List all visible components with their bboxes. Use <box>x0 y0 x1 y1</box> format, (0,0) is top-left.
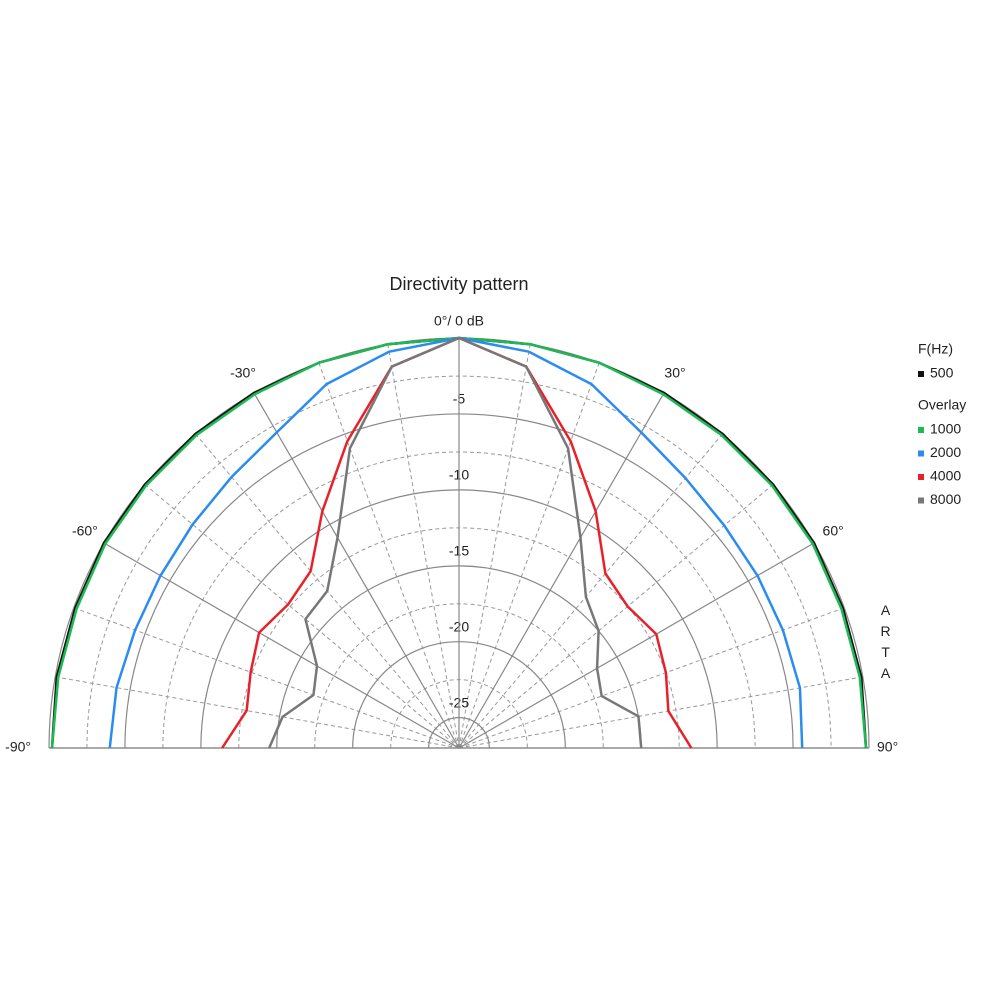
grid-spoke <box>253 392 460 749</box>
minor-grid-spoke <box>73 607 460 749</box>
minor-grid-spoke <box>458 362 600 749</box>
theta-tick-label: 90° <box>877 739 898 755</box>
legend-label: 500 <box>930 365 954 381</box>
legend-label: 2000 <box>930 444 961 460</box>
minor-grid-spoke <box>144 484 460 749</box>
minor-grid-spoke <box>387 344 460 749</box>
theta-tick-label: 30° <box>664 365 685 381</box>
legend-swatch <box>918 450 924 457</box>
legend-swatch <box>918 474 924 480</box>
theta-tick-label: 0°/ 0 dB <box>434 313 484 329</box>
legend-swatch <box>918 497 924 504</box>
minor-grid-spoke <box>458 344 531 749</box>
minor-grid-spoke <box>458 433 723 749</box>
minor-grid-spoke <box>458 607 845 749</box>
minor-grid-spoke <box>318 362 460 749</box>
grid-spoke <box>103 542 460 749</box>
theta-tick-label: 60° <box>823 523 844 539</box>
legend-label: 1000 <box>930 421 961 437</box>
minor-grid-spoke <box>458 676 863 749</box>
theta-tick-label: -30° <box>230 365 256 381</box>
theta-tick-label: -90° <box>5 739 31 755</box>
theta-tick-label: -60° <box>72 523 98 539</box>
legend-swatch <box>918 371 924 377</box>
legend-title: Overlay <box>918 397 966 413</box>
series-line <box>268 336 643 749</box>
legend-label: 4000 <box>930 468 961 484</box>
grid-spoke <box>458 542 815 749</box>
legend-label: 8000 <box>930 491 961 507</box>
minor-grid-spoke <box>55 676 460 749</box>
legend-title: F(Hz) <box>918 341 953 357</box>
grid-spoke <box>458 392 665 749</box>
minor-grid-spoke <box>458 484 774 749</box>
chart-title: Directivity pattern <box>389 274 528 294</box>
watermark: ARTA <box>878 602 894 686</box>
legend-swatch <box>918 427 924 433</box>
